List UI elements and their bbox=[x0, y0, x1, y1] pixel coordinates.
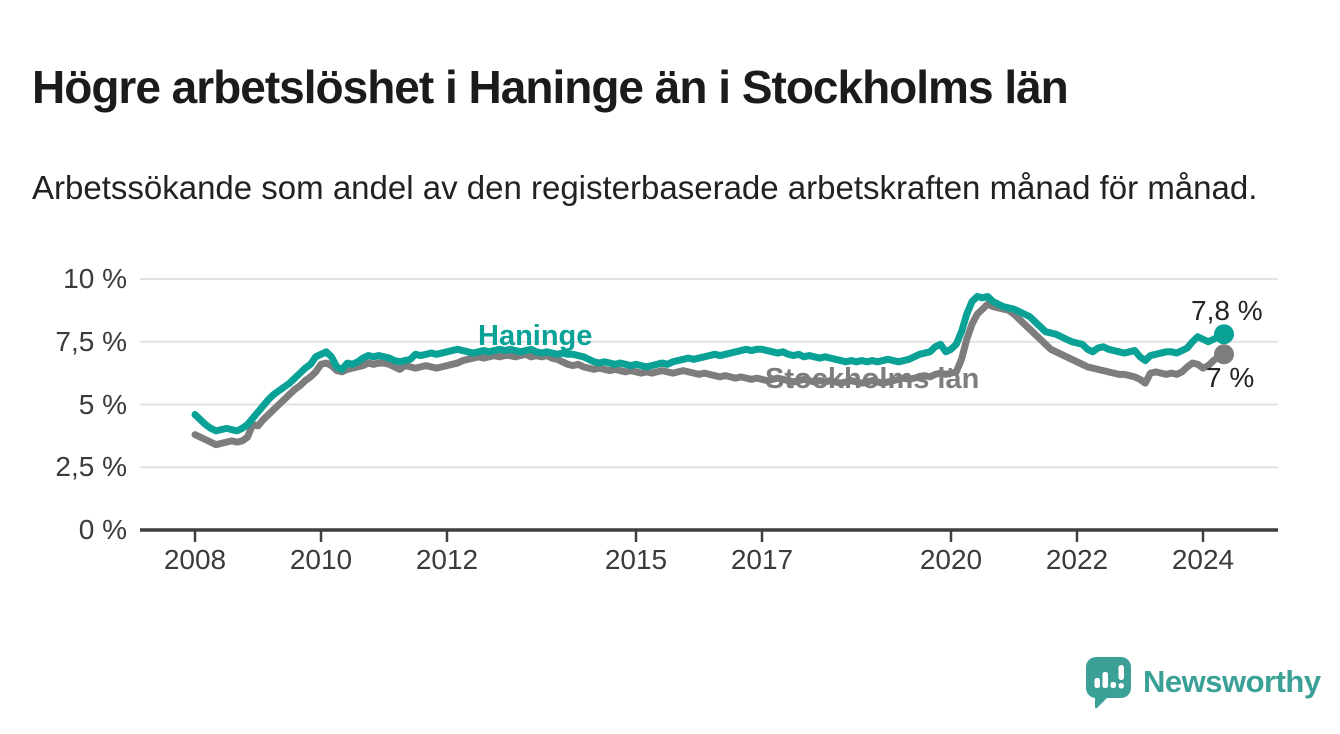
series-label-haninge: Haninge bbox=[478, 320, 593, 352]
y-axis-label: 0 % bbox=[78, 514, 127, 545]
series-line-haninge bbox=[191, 293, 1228, 435]
end-dot-stockholm bbox=[1214, 344, 1234, 365]
x-axis-label: 2012 bbox=[415, 544, 479, 575]
x-axis-label: 2020 bbox=[919, 544, 983, 575]
brand-footer[interactable]: Newsworthy bbox=[1085, 656, 1321, 710]
brand-name: Newsworthy bbox=[1143, 664, 1321, 699]
x-axis-label: 2024 bbox=[1171, 544, 1235, 575]
x-axis-label: 2022 bbox=[1045, 544, 1109, 575]
x-axis-label: 2008 bbox=[163, 544, 227, 575]
chart-subtitle: Arbetssökande som andel av den registerb… bbox=[32, 169, 1258, 206]
x-axis-label: 2017 bbox=[730, 544, 794, 575]
series-line-stockholm bbox=[191, 300, 1228, 449]
y-axis-label: 5 % bbox=[78, 388, 127, 420]
page-title: Högre arbetslöshet i Haninge än i Stockh… bbox=[32, 60, 1069, 113]
y-axis-labels: 10 % 7,5 % 5 % 2,5 % 0 % bbox=[0, 0, 127, 600]
y-axis-label: 7,5 % bbox=[55, 325, 127, 357]
x-axis-label: 2010 bbox=[289, 544, 353, 575]
series-label-stockholm: Stockholms län bbox=[765, 363, 980, 395]
y-axis-label: 2,5 % bbox=[55, 451, 127, 483]
end-dot-haninge bbox=[1214, 324, 1234, 345]
x-axis-labels: 2008 2010 2012 2015 2017 2020 2022 2024 bbox=[163, 544, 1235, 575]
end-value-haninge: 7,8 % bbox=[1191, 295, 1263, 326]
newsworthy-logo-icon bbox=[1086, 657, 1131, 709]
x-axis-label: 2015 bbox=[604, 544, 668, 575]
y-axis-label: 10 % bbox=[63, 263, 127, 294]
end-value-stockholm: 7 % bbox=[1206, 362, 1255, 393]
